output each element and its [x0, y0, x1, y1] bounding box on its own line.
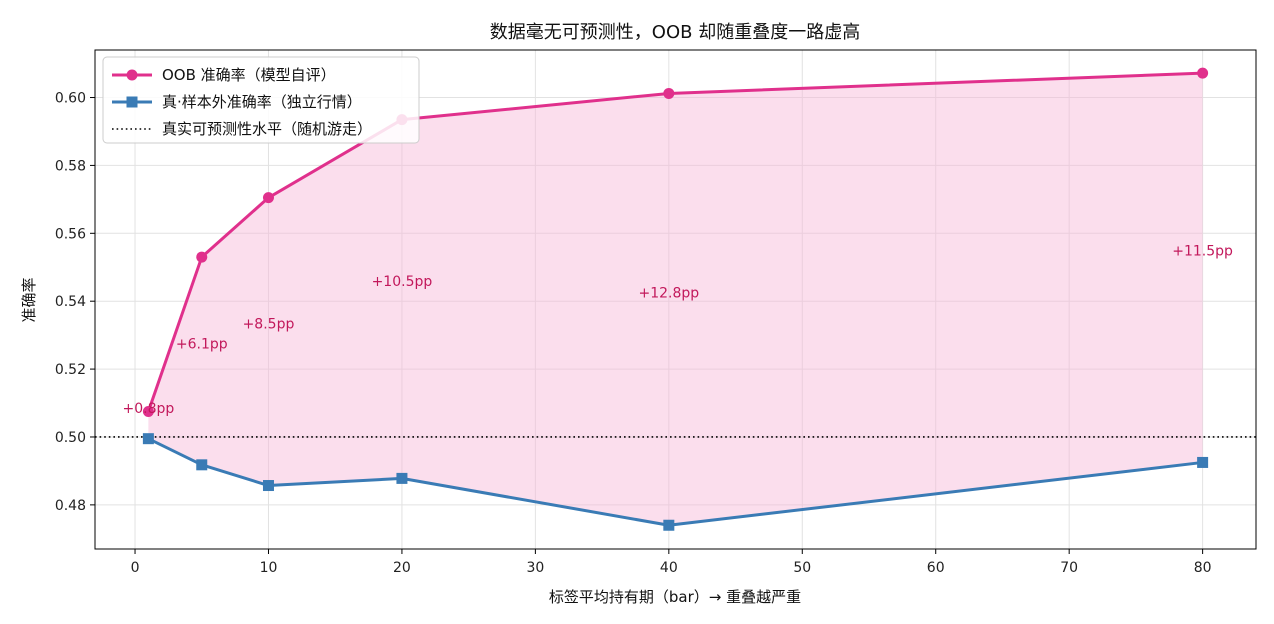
- legend-label: 真实可预测性水平（随机游走）: [162, 120, 372, 138]
- chart-title: 数据毫无可预测性，OOB 却随重叠度一路虚高: [490, 22, 860, 43]
- point-oob: [142, 406, 154, 418]
- y-axis-ticks: 0.48 0.50 0.52 0.54 0.56 0.58 0.60: [55, 91, 95, 514]
- x-tick-label: 0: [131, 560, 140, 576]
- point-oos: [1197, 456, 1209, 468]
- y-tick-label: 0.60: [55, 91, 86, 107]
- x-tick-label: 70: [1060, 560, 1078, 576]
- gap-annotation: +11.5pp: [1172, 243, 1233, 259]
- x-tick-label: 20: [393, 560, 411, 576]
- point-oob: [663, 87, 675, 99]
- gap-annotation: +6.1pp: [176, 337, 228, 353]
- x-axis-ticks: 0 10 20 30 40 50 60 70 80: [131, 549, 1212, 576]
- legend-label: 真·样本外准确率（独立行情）: [162, 93, 362, 111]
- series-line-oos: [147, 437, 1203, 527]
- series-line-oob: [146, 71, 1203, 413]
- point-oos: [663, 519, 675, 531]
- x-tick-label: 50: [793, 560, 811, 576]
- point-oos: [196, 459, 208, 471]
- x-tick-label: 80: [1194, 560, 1212, 576]
- x-tick-label: 60: [927, 560, 945, 576]
- legend-marker: [126, 69, 138, 81]
- y-tick-label: 0.50: [55, 430, 86, 446]
- point-oos: [142, 433, 154, 445]
- point-oos: [396, 472, 408, 484]
- y-tick-label: 0.54: [55, 294, 86, 310]
- gap-annotation: +10.5pp: [372, 274, 433, 290]
- y-tick-label: 0.56: [55, 226, 86, 242]
- gap-fill-area: [148, 73, 1203, 526]
- legend-label: OOB 准确率（模型自评）: [162, 66, 336, 84]
- gap-annotation: +12.8pp: [638, 286, 699, 302]
- x-tick-label: 30: [526, 560, 544, 576]
- point-oob: [196, 251, 208, 263]
- legend-box: [102, 56, 420, 144]
- x-tick-label: 40: [660, 560, 678, 576]
- annotations: +0.8pp +6.1pp +8.5pp +10.5pp +12.8pp +11.5pp: [122, 243, 1233, 417]
- y-tick-label: 0.48: [55, 498, 86, 514]
- legend-marker: [126, 96, 138, 108]
- y-axis-label: 准确率: [20, 277, 38, 322]
- y-tick-label: 0.52: [55, 362, 86, 378]
- point-oob: [262, 192, 274, 204]
- gap-fill-polygon: [148, 73, 1203, 526]
- legend: OOB 准确率（模型自评） 真·样本外准确率（独立行情） 真实可预测性水平（随机游走…: [102, 56, 420, 144]
- gap-annotation: +8.5pp: [243, 316, 295, 332]
- y-tick-label: 0.58: [55, 158, 86, 174]
- plot-frame: [94, 49, 1257, 550]
- x-tick-label: 10: [260, 560, 278, 576]
- gap-annotation: +0.8pp: [122, 401, 174, 417]
- x-axis-label: 标签平均持有期（bar）→ 重叠越严重: [549, 588, 801, 606]
- point-oos: [262, 480, 274, 492]
- point-oob: [1197, 67, 1209, 79]
